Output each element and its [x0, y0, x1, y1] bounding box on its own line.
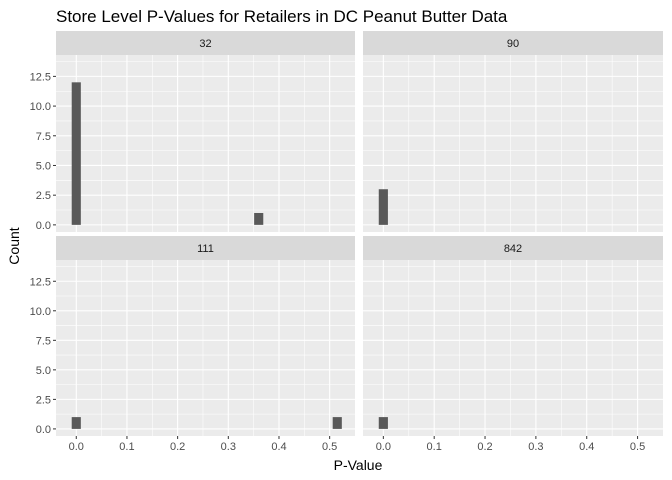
histogram-bar	[378, 417, 388, 429]
x-tick-label: 0.0	[376, 441, 391, 453]
x-tick-label: 0.3	[221, 441, 236, 453]
facet-strip	[56, 236, 355, 260]
x-tick-label: 0.2	[477, 441, 492, 453]
y-axes: 0.0 2.5 5.0 7.5 10.0 12.5 0.0 2.5 5.0 7.5 10.0 12.5	[30, 71, 56, 436]
x-tick-label: 0.5	[322, 441, 337, 453]
y-tick-label: 7.5	[36, 131, 51, 143]
histogram-bar	[71, 417, 81, 429]
y-axis-2: 0.0 2.5 5.0 7.5 10.0 12.5	[30, 276, 56, 436]
facet-strip-label: 111	[197, 243, 214, 255]
y-tick-label: 0.0	[36, 424, 51, 436]
histogram-bar	[332, 417, 342, 429]
facet-strip	[56, 31, 355, 55]
panel-background	[56, 55, 355, 232]
y-tick-label: 2.5	[36, 190, 51, 202]
x-tick-label: 0.1	[427, 441, 442, 453]
x-axis-title: P-Value	[334, 457, 383, 473]
y-tick-label: 7.5	[36, 335, 51, 347]
facet-strip-label: 32	[199, 38, 211, 50]
facet-strip-label: 90	[507, 38, 519, 50]
facet-panel-90: 90	[363, 31, 663, 232]
x-tick-label: 0.4	[271, 441, 286, 453]
x-tick-label: 0.2	[170, 441, 185, 453]
facet-panels: 32 90 111 842	[56, 31, 663, 436]
panel-background	[56, 260, 355, 436]
facet-panel-111: 111	[56, 236, 355, 436]
y-tick-label: 10.0	[30, 101, 51, 113]
y-tick-label: 12.5	[30, 71, 51, 83]
y-axis-title: Count	[6, 227, 22, 264]
y-tick-label: 0.0	[36, 220, 51, 232]
histogram-bar	[378, 189, 388, 225]
facet-strip	[363, 31, 663, 55]
panel-background	[363, 260, 663, 436]
x-tick-label: 0.0	[69, 441, 84, 453]
facet-panel-842: 842	[363, 236, 663, 436]
x-axis-2: 0.0 0.1 0.2 0.3 0.4 0.5	[376, 436, 645, 453]
y-axis-1: 0.0 2.5 5.0 7.5 10.0 12.5	[30, 71, 56, 232]
facet-strip-label: 842	[504, 243, 522, 255]
x-tick-label: 0.3	[528, 441, 543, 453]
chart-title: Store Level P-Values for Retailers in DC…	[56, 7, 508, 26]
y-tick-label: 12.5	[30, 276, 51, 288]
x-axes: 0.0 0.1 0.2 0.3 0.4 0.5 0.0 0.1 0.2 0.3 0.4 0.5	[69, 436, 645, 453]
x-tick-label: 0.1	[119, 441, 134, 453]
y-tick-label: 10.0	[30, 306, 51, 318]
y-tick-label: 5.0	[36, 365, 51, 377]
y-tick-label: 2.5	[36, 394, 51, 406]
panel-background	[363, 55, 663, 232]
histogram-bar	[254, 212, 264, 225]
facet-strip	[363, 236, 663, 260]
facet-panel-32: 32	[56, 31, 355, 232]
histogram-bar	[71, 82, 81, 225]
y-tick-label: 5.0	[36, 160, 51, 172]
x-axis-1: 0.0 0.1 0.2 0.3 0.4 0.5	[69, 436, 337, 453]
x-tick-label: 0.5	[630, 441, 645, 453]
x-tick-label: 0.4	[579, 441, 594, 453]
